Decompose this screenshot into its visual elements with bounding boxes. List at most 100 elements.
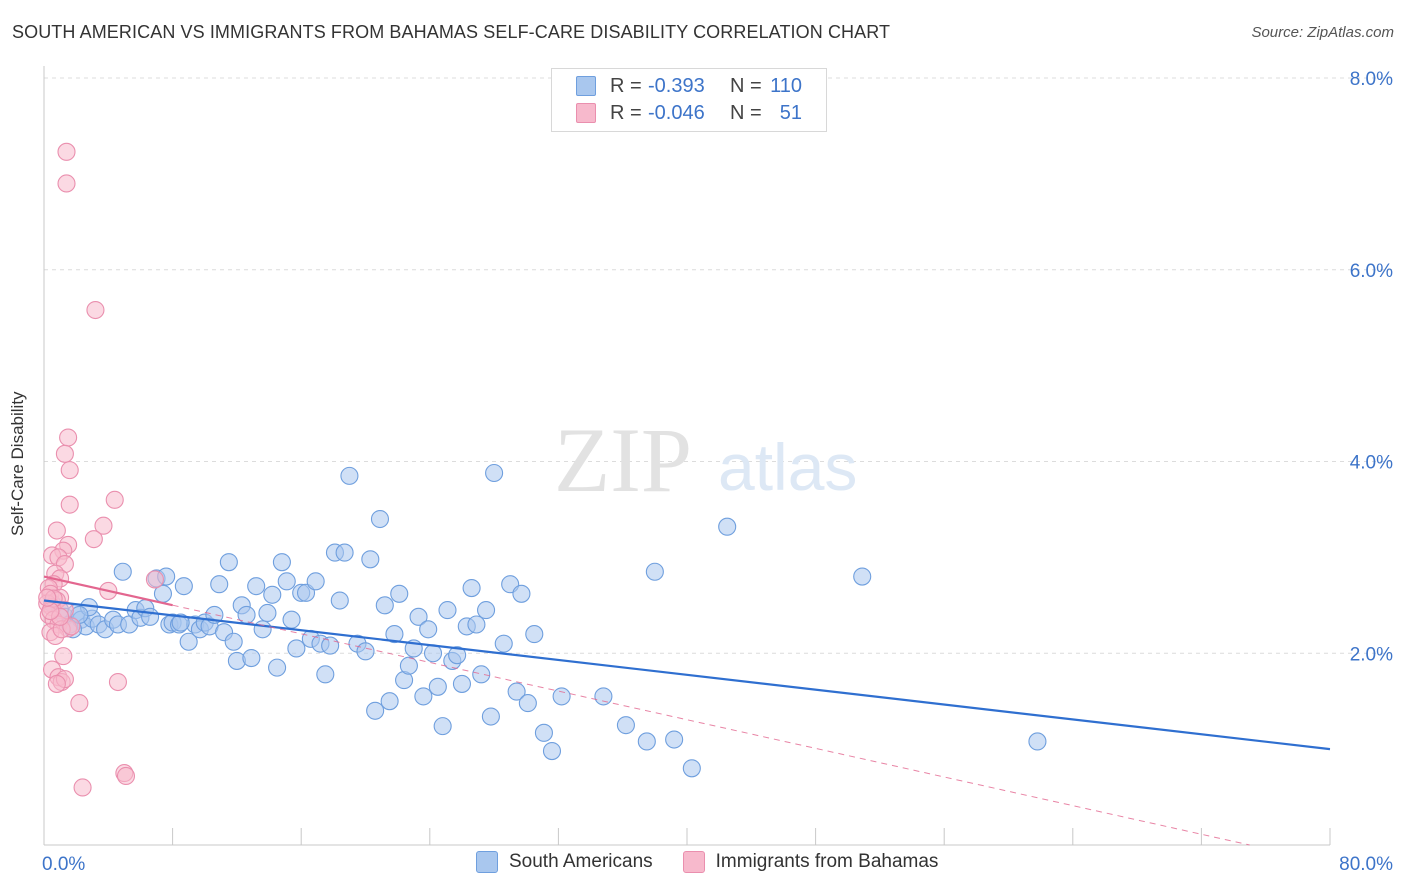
south-americans-point	[414, 687, 433, 706]
south-americans-point	[179, 632, 198, 651]
legend-swatch-south-americans	[476, 851, 498, 873]
bahamas-point	[145, 570, 164, 589]
south-americans-point	[380, 692, 399, 711]
south-americans-point	[462, 579, 481, 598]
bahamas-point	[70, 694, 89, 713]
bahamas-point	[54, 647, 73, 666]
n-value: 110	[770, 74, 802, 97]
r-value: -0.393	[648, 74, 705, 97]
south-americans-point	[485, 463, 504, 483]
x-tick-label: 80.0%	[1339, 854, 1393, 875]
south-americans-point	[253, 620, 272, 639]
south-americans-point	[263, 585, 282, 604]
y-tick-label: 8.0%	[1350, 69, 1393, 90]
bahamas-point	[57, 174, 76, 193]
south-americans-point	[525, 625, 544, 644]
south-americans-point	[552, 687, 571, 706]
bahamas-point	[60, 461, 79, 480]
south-americans-point	[242, 648, 261, 668]
south-americans-point	[366, 701, 385, 720]
south-americans-point	[1028, 732, 1047, 751]
bahamas-point	[105, 490, 124, 509]
y-tick-label: 2.0%	[1350, 644, 1393, 665]
south-americans-point	[258, 603, 277, 623]
legend-swatch-bahamas	[682, 851, 705, 873]
watermark-zip: ZIP	[554, 409, 692, 511]
chart-title: SOUTH AMERICAN VS IMMIGRANTS FROM BAHAMA…	[12, 22, 891, 42]
south-americans-point	[507, 682, 526, 701]
south-americans-point	[287, 639, 306, 658]
south-americans-point	[594, 687, 613, 706]
bahamas-point	[86, 300, 105, 320]
legend-row-south-americans: R = -0.393 N = 110	[576, 73, 802, 99]
south-americans-point	[272, 553, 291, 572]
bahamas-point	[60, 495, 79, 514]
south-americans-point	[438, 601, 457, 620]
south-americans-point	[428, 677, 447, 696]
n-label: N =	[730, 74, 762, 97]
south-americans-point	[467, 615, 486, 634]
south-americans-point	[645, 562, 664, 581]
series-legend: South Americans Immigrants from Bahamas	[476, 851, 968, 873]
bahamas-point	[47, 521, 66, 540]
south-americans-point	[409, 607, 428, 626]
south-americans-point	[472, 665, 491, 684]
south-americans-point	[512, 584, 531, 603]
south-americans-point	[282, 610, 301, 629]
bahamas-point	[73, 778, 92, 797]
south-americans-point	[518, 694, 537, 713]
legend-swatch-south-americans	[576, 76, 596, 96]
south-americans-point	[375, 596, 394, 615]
y-tick-label: 6.0%	[1350, 261, 1393, 282]
south-americans-point	[316, 665, 335, 684]
bahamas-point	[59, 428, 78, 447]
south-americans-point	[171, 613, 190, 632]
legend-item-south-americans[interactable]: South Americans	[476, 851, 653, 873]
bahamas-point	[38, 588, 57, 607]
y-tick-label: 4.0%	[1350, 453, 1393, 474]
r-label: R =	[610, 74, 642, 97]
south-americans-point	[433, 717, 452, 736]
bahamas-point	[108, 672, 127, 692]
legend-swatch-bahamas	[576, 103, 596, 123]
south-americans-point	[210, 575, 229, 594]
south-americans-point	[219, 553, 238, 572]
south-americans-point	[224, 632, 243, 651]
south-americans-point	[335, 543, 354, 562]
south-americans-point	[385, 625, 404, 644]
r-value: -0.046	[648, 101, 705, 124]
south-americans-point	[340, 466, 359, 485]
south-americans-point	[237, 605, 256, 624]
south-americans-point	[452, 674, 472, 693]
south-americans-point	[247, 577, 266, 596]
south-americans-point	[477, 601, 496, 620]
south-americans-point	[637, 732, 656, 751]
south-americans-point	[321, 636, 340, 655]
south-americans-point	[277, 572, 296, 591]
bahamas-point	[55, 444, 74, 463]
south-americans-point	[419, 620, 438, 639]
bahamas-point	[57, 142, 76, 161]
south-americans-point	[361, 550, 380, 569]
correlation-legend: R = -0.393 N = 110 R = -0.046 N = 51	[551, 68, 827, 132]
n-label: N =	[730, 101, 762, 124]
south-americans-point	[330, 591, 349, 610]
south-americans-point	[448, 646, 467, 665]
legend-item-bahamas[interactable]: Immigrants from Bahamas	[682, 851, 939, 873]
south-americans-point	[534, 723, 553, 742]
bahamas-trend-extension	[172, 604, 1250, 846]
south-americans-point	[616, 716, 635, 735]
south-americans-point	[853, 567, 872, 586]
watermark-atlas: atlas	[718, 430, 857, 504]
legend-label-bahamas: Immigrants from Bahamas	[715, 851, 939, 872]
south-americans-point	[370, 509, 390, 529]
south-americans-point	[542, 741, 562, 761]
south-americans-point	[399, 656, 418, 675]
south-americans-point	[390, 584, 409, 603]
n-value: 51	[779, 101, 802, 124]
south-americans-point	[682, 759, 701, 778]
south-americans-point	[306, 572, 325, 591]
south-americans-point	[113, 562, 132, 581]
south-americans-point	[665, 730, 684, 749]
